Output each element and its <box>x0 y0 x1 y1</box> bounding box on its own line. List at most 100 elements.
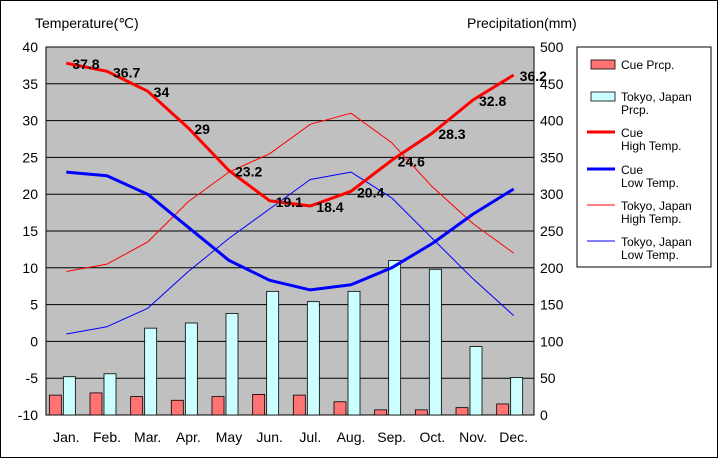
bar-cue-prcp <box>48 394 62 416</box>
data-label: 20.4 <box>357 184 384 200</box>
y-right-tick-label: 50 <box>540 370 556 386</box>
y-left-tick-label: 15 <box>22 223 38 239</box>
y-right-tick-label: 100 <box>540 333 564 349</box>
bar-cue-prcp <box>89 392 103 416</box>
legend-label: Low Temp. <box>621 248 679 262</box>
x-tick-label: Apr. <box>176 429 201 445</box>
legend-label: Low Temp. <box>621 176 679 190</box>
data-label: 29 <box>194 121 210 137</box>
y-left-axis-title: Temperature(℃) <box>35 15 139 31</box>
bar-tokyo-prcp <box>510 377 524 416</box>
y-right-tick-label: 500 <box>540 39 564 55</box>
x-ticks: Jan. Feb. Mar. Apr. May Jun. Jul. Aug. Sep. Oct. N… <box>53 429 528 445</box>
data-label: 36.7 <box>113 64 140 80</box>
x-tick-label: May <box>216 429 242 445</box>
y-left-tick-label: 35 <box>22 76 38 92</box>
data-label: 24.6 <box>398 153 425 169</box>
bar-cue-prcp <box>292 394 306 416</box>
bar-tokyo-prcp <box>103 373 117 416</box>
bar-cue-prcp <box>455 407 469 416</box>
bar-series <box>48 260 524 416</box>
legend-label: Tokyo, Japan <box>621 235 692 249</box>
legend-label: Cue <box>621 126 643 140</box>
legend-label: Cue <box>621 163 643 177</box>
x-tick-label: Jan. <box>53 429 79 445</box>
y-left-tick-label: 25 <box>22 149 38 165</box>
legend-label: Prcp. <box>621 103 649 117</box>
gridlines <box>46 83 534 379</box>
bar-tokyo-prcp <box>266 290 280 416</box>
x-tick-label: Jun. <box>256 429 282 445</box>
data-label: 28.3 <box>438 126 465 142</box>
y-left-tick-label: 10 <box>22 260 38 276</box>
legend-swatch <box>590 59 616 70</box>
tokyo-low-temp-line <box>66 171 515 335</box>
y-left-tick-label: -10 <box>18 407 38 423</box>
legend-label: Tokyo, Japan <box>621 199 692 213</box>
y-right-axis-title: Precipitation(mm) <box>467 15 577 31</box>
y-left-tick-label: -5 <box>26 370 39 386</box>
y-right-tick-label: 0 <box>540 407 548 423</box>
data-label: 36.2 <box>520 68 547 84</box>
y-right-tick-label: 450 <box>540 76 564 92</box>
bar-cue-prcp <box>252 393 266 416</box>
data-label: 18.4 <box>316 199 343 215</box>
tokyo-high-temp-line <box>66 112 514 272</box>
data-label: 37.8 <box>72 56 99 72</box>
cue-low-temp-line <box>66 170 515 292</box>
bar-cue-prcp <box>130 396 144 416</box>
bar-cue-prcp <box>333 401 347 416</box>
cue-high-temp-line <box>66 61 515 208</box>
legend-label: Cue Prcp. <box>621 58 674 72</box>
x-tick-label: Oct. <box>419 429 445 445</box>
bar-cue-prcp <box>496 403 510 416</box>
data-labels: 37.8 36.7 34 29 23.2 19.1 18.4 20.4 24.6 28.3 32.8… <box>72 56 547 215</box>
x-tick-label: Feb. <box>93 429 121 445</box>
bar-tokyo-prcp <box>347 290 361 416</box>
bar-tokyo-prcp <box>184 322 198 416</box>
bar-cue-prcp <box>211 396 225 416</box>
line-series <box>66 61 515 335</box>
y-left-tick-label: 20 <box>22 186 38 202</box>
y-right-tick-label: 150 <box>540 297 564 313</box>
bar-tokyo-prcp <box>62 376 76 416</box>
bar-tokyo-prcp <box>388 260 402 416</box>
y-right-tick-label: 250 <box>540 223 564 239</box>
data-label: 34 <box>154 84 170 100</box>
bar-tokyo-prcp <box>469 346 483 416</box>
bar-cue-prcp <box>414 409 428 416</box>
x-tick-label: Nov. <box>459 429 487 445</box>
legend-box <box>576 46 712 268</box>
y-left-tick-label: 30 <box>22 113 38 129</box>
data-label: 19.1 <box>276 194 303 210</box>
y-left-ticks: 40 35 30 25 20 15 10 5 0 -5 -10 <box>18 39 38 423</box>
bar-tokyo-prcp <box>144 327 158 416</box>
y-left-tick-label: 5 <box>30 297 38 313</box>
data-label: 23.2 <box>235 164 262 180</box>
bar-cue-prcp <box>374 409 388 416</box>
x-tick-label: Sep. <box>377 429 406 445</box>
legend-swatch <box>590 91 616 102</box>
legend-label: High Temp. <box>621 139 681 153</box>
x-tick-label: Mar. <box>134 429 161 445</box>
x-tick-label: Aug. <box>337 429 366 445</box>
bar-tokyo-prcp <box>225 313 239 416</box>
y-right-tick-label: 350 <box>540 149 564 165</box>
y-left-tick-label: 40 <box>22 39 38 55</box>
data-label: 32.8 <box>479 93 506 109</box>
bar-tokyo-prcp <box>306 301 320 416</box>
x-tick-label: Dec. <box>499 429 528 445</box>
x-tick-label: Jul. <box>299 429 321 445</box>
y-left-tick-label: 0 <box>30 333 38 349</box>
y-right-tick-label: 200 <box>540 260 564 276</box>
bar-cue-prcp <box>170 399 184 416</box>
y-right-tick-label: 300 <box>540 186 564 202</box>
legend-label: High Temp. <box>621 212 681 226</box>
legend-label: Tokyo, Japan <box>621 90 692 104</box>
y-right-tick-label: 400 <box>540 113 564 129</box>
bar-tokyo-prcp <box>428 268 442 416</box>
